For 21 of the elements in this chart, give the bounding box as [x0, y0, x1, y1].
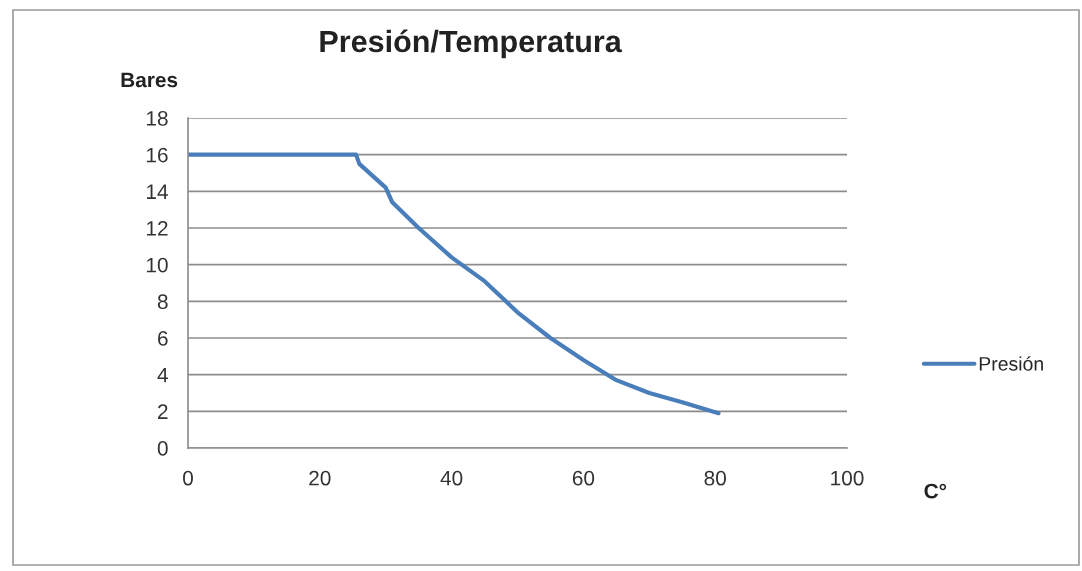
x-tick-label: 40 — [440, 470, 463, 486]
y-tick-label: 16 — [146, 147, 168, 163]
x-tick-label: 0 — [183, 470, 193, 486]
y-tick-label: 14 — [146, 184, 168, 199]
x-tick-label: 80 — [704, 470, 726, 486]
y-tick-label: 4 — [157, 367, 168, 383]
line-series — [188, 152, 721, 416]
legend-label: Presión — [979, 356, 1043, 371]
y-tick-label: 6 — [158, 331, 168, 346]
y-tick-label: 12 — [146, 221, 168, 236]
y-tick-label: 8 — [157, 294, 168, 310]
y-axis-title: Bares — [121, 72, 178, 88]
y-tick-label: 2 — [158, 404, 168, 419]
y-tick-label: 0 — [157, 441, 168, 456]
x-axis-title: C° — [924, 483, 947, 499]
y-tick-label: 10 — [146, 257, 168, 273]
x-tick-label: 20 — [309, 470, 331, 486]
y-tick-label: 18 — [146, 111, 168, 126]
x-tick-label: 100 — [831, 470, 864, 486]
chart-title: Presión/Temperatura — [320, 29, 622, 59]
x-tick-label: 60 — [572, 470, 595, 486]
